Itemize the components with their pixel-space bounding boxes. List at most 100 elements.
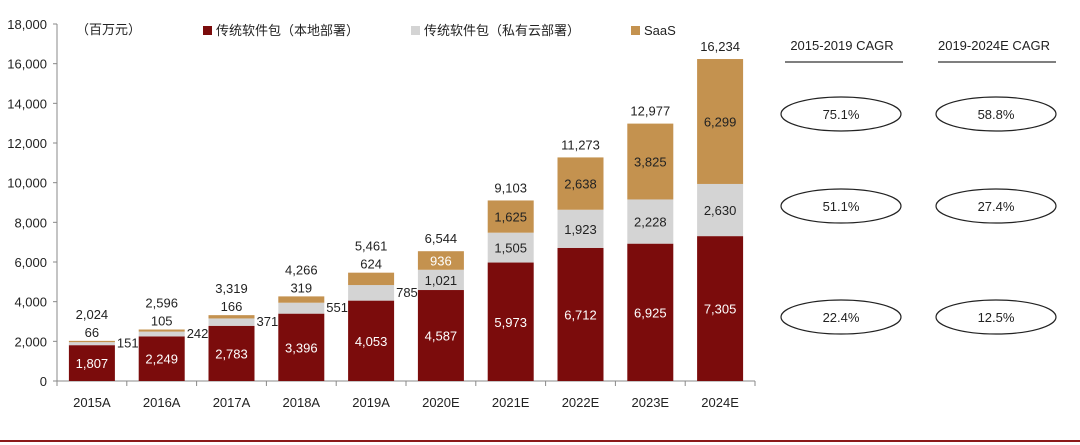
bar-private [487, 232, 534, 263]
value-label-total: 11,273 [561, 137, 600, 152]
value-label-local: 2,249 [145, 352, 178, 367]
y-tick-label: 8,000 [14, 215, 47, 230]
x-tick-label: 2024E [701, 395, 739, 410]
value-label-saas: 936 [430, 253, 452, 268]
cagr-value-private-2015-2019: 51.1% [823, 199, 860, 214]
legend-swatch-private [411, 26, 420, 35]
bar-private [697, 183, 744, 237]
cagr-header-2019-2024: 2019-2024E CAGR [938, 38, 1050, 53]
bar-saas [208, 315, 255, 319]
value-label-total: 12,977 [630, 104, 670, 119]
bar-private [278, 302, 325, 314]
cagr-value-local-2015-2019: 75.1% [823, 107, 860, 122]
bar-local [557, 247, 604, 381]
value-label-local: 2,783 [215, 346, 248, 361]
value-label-private: 1,923 [564, 222, 597, 237]
value-label-saas: 624 [360, 257, 382, 272]
value-label-private: 242 [187, 326, 209, 341]
x-tick-label: 2020E [422, 395, 460, 410]
value-label-saas: 3,825 [634, 155, 667, 170]
value-label-saas: 105 [151, 314, 173, 329]
value-label-total: 5,461 [355, 239, 388, 254]
value-label-private: 1,505 [494, 241, 527, 256]
legend-label-saas: SaaS [644, 23, 676, 38]
bar-saas [278, 296, 325, 303]
value-label-total: 9,103 [494, 180, 527, 195]
cagr-value-private-2019-2024: 27.4% [978, 199, 1015, 214]
cagr-ellipse [935, 96, 1057, 132]
value-label-local: 4,587 [425, 329, 458, 344]
value-label-local: 6,925 [634, 305, 667, 320]
value-label-private: 2,228 [634, 215, 667, 230]
y-tick-label: 6,000 [14, 255, 47, 270]
bar-local [138, 336, 185, 381]
bar-private [138, 331, 185, 337]
y-tick-label: 14,000 [7, 96, 47, 111]
bar-local [417, 290, 464, 381]
bar-local [348, 300, 395, 381]
value-label-private: 1,021 [425, 273, 458, 288]
value-label-local: 1,807 [76, 356, 109, 371]
value-label-saas: 319 [290, 280, 312, 295]
cagr-panel: 2015-2019 CAGR 2019-2024E CAGR 75.1% 58.… [780, 38, 1057, 335]
x-tick-label: 2023E [632, 395, 670, 410]
bar-local [208, 325, 255, 381]
legend-label-private: 传统软件包（私有云部署） [424, 23, 580, 38]
cagr-ellipse [780, 188, 902, 224]
bar-saas [68, 340, 115, 343]
x-tick-label: 2019A [352, 395, 390, 410]
cagr-header-2015-2019: 2015-2019 CAGR [790, 38, 893, 53]
value-label-private: 371 [257, 314, 279, 329]
y-tick-label: 12,000 [7, 136, 47, 151]
y-tick-label: 0 [40, 374, 47, 389]
legend: （百万元） 传统软件包（本地部署） 传统软件包（私有云部署） SaaS [76, 22, 676, 38]
value-label-private: 2,630 [704, 203, 737, 218]
y-tick-label: 10,000 [7, 176, 47, 191]
bar-local [487, 262, 534, 381]
y-tick-label: 18,000 [7, 17, 47, 32]
legend-swatch-saas [631, 26, 640, 35]
y-tick-label: 16,000 [7, 57, 47, 72]
value-label-saas: 1,625 [494, 210, 527, 225]
y-tick-label: 2,000 [14, 334, 47, 349]
cagr-ellipse [935, 188, 1057, 224]
cagr-value-saas-2015-2019: 22.4% [823, 310, 860, 325]
value-label-total: 16,234 [700, 39, 740, 54]
value-label-saas: 2,638 [564, 177, 597, 192]
bar-saas [557, 157, 604, 210]
bar-saas [417, 251, 464, 270]
bar-saas [138, 329, 185, 332]
bar-local [278, 313, 325, 381]
bar-local [697, 236, 744, 381]
bar-local [627, 243, 674, 381]
value-label-local: 7,305 [704, 302, 737, 317]
cagr-ellipse [780, 299, 902, 335]
bar-saas [487, 200, 534, 233]
value-label-total: 2,596 [145, 296, 178, 311]
cagr-value-local-2019-2024: 58.8% [978, 107, 1015, 122]
y-tick-label: 4,000 [14, 295, 47, 310]
x-tick-label: 2017A [213, 395, 251, 410]
value-label-private: 151 [117, 336, 139, 351]
bar-private [417, 269, 464, 291]
bar-saas [348, 272, 395, 286]
value-label-total: 2,024 [76, 307, 109, 322]
value-label-saas: 6,299 [704, 114, 737, 129]
cagr-ellipse [935, 299, 1057, 335]
x-tick-label: 2016A [143, 395, 181, 410]
cagr-value-saas-2019-2024: 12.5% [978, 310, 1015, 325]
bar-saas [627, 123, 674, 200]
value-label-private: 551 [326, 300, 348, 315]
x-tick-label: 2021E [492, 395, 530, 410]
value-label-local: 4,053 [355, 334, 388, 349]
value-label-total: 6,544 [425, 231, 458, 246]
bar-private [348, 285, 395, 301]
cagr-ellipse [780, 96, 902, 132]
legend-label-local: 传统软件包（本地部署） [216, 23, 359, 38]
bar-local [68, 345, 115, 381]
unit-note: （百万元） [76, 22, 141, 37]
x-tick-label: 2022E [562, 395, 600, 410]
bar-private [208, 318, 255, 326]
value-label-total: 3,319 [215, 281, 248, 296]
bar-private [627, 199, 674, 244]
